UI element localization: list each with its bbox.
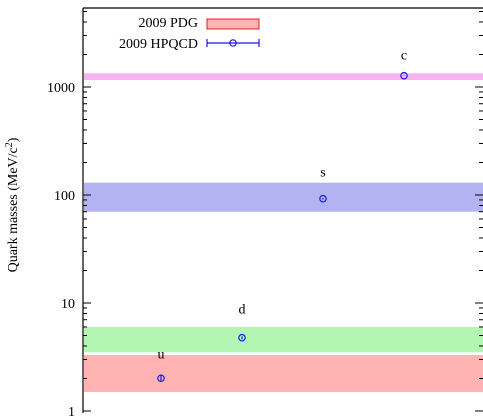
y-tick-label: 10 [61, 297, 75, 312]
hpqcd-points [157, 71, 408, 383]
quark-label-u: u [158, 347, 165, 362]
y-axis-label-close: ) [6, 137, 21, 142]
legend-hpqcd-marker [229, 39, 237, 47]
legend-pdg-swatch [206, 18, 260, 30]
hpqcd-point-u [157, 374, 165, 383]
pdg-band-s [84, 182, 483, 212]
hpqcd-point-d [238, 333, 246, 342]
hpqcd-point-c [400, 71, 408, 80]
hpqcd-point-s [319, 194, 327, 203]
pdg-band-d [84, 326, 483, 353]
quark-label-c: c [401, 49, 407, 64]
y-axis-label-text: Quark masses (MeV/c [6, 147, 21, 272]
quark-label-d: d [239, 303, 246, 318]
legend: 2009 PDG 2009 HPQCD [119, 16, 260, 52]
y-tick-label: 100 [54, 189, 75, 204]
y-tick-label: 1 [68, 405, 75, 417]
legend-label-pdg: 2009 PDG [138, 16, 198, 31]
y-axis-ticks: 1 10 100 1000 [47, 11, 483, 417]
y-tick-label: 1000 [47, 81, 75, 96]
pdg-bands [84, 73, 483, 392]
pdg-band-u [84, 355, 483, 392]
quark-label-s: s [320, 166, 325, 181]
y-axis-label-exponent: 2 [4, 142, 15, 147]
pdg-band-c [84, 73, 483, 81]
legend-label-hpqcd: 2009 HPQCD [119, 37, 198, 52]
quark-labels: u d s c [158, 49, 408, 363]
y-axis-label: Quark masses (MeV/c2) [4, 137, 21, 272]
